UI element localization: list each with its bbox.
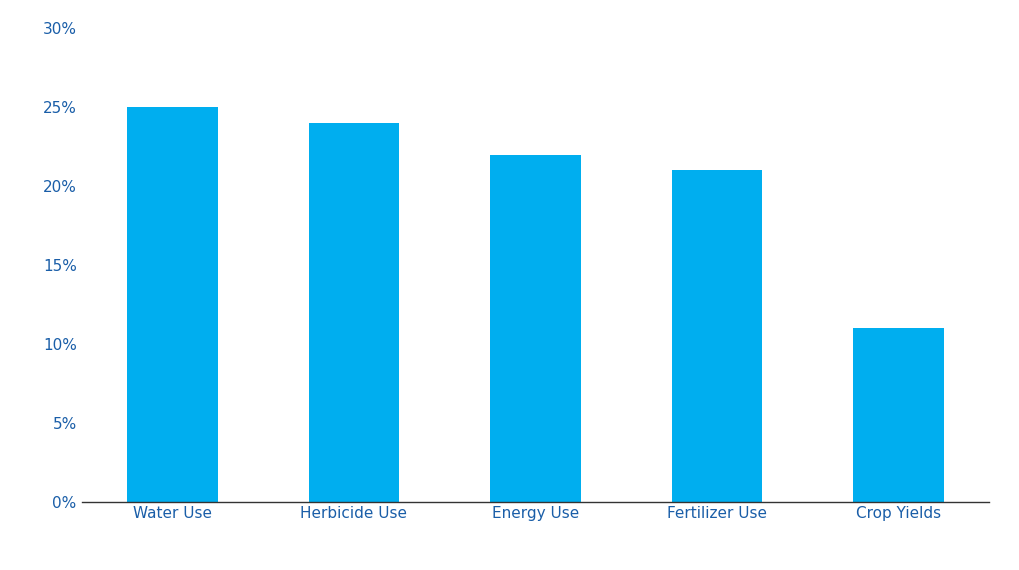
Bar [671,170,761,502]
Bar [127,107,218,502]
Bar [308,123,399,502]
Bar [853,328,944,502]
Bar [490,154,581,502]
